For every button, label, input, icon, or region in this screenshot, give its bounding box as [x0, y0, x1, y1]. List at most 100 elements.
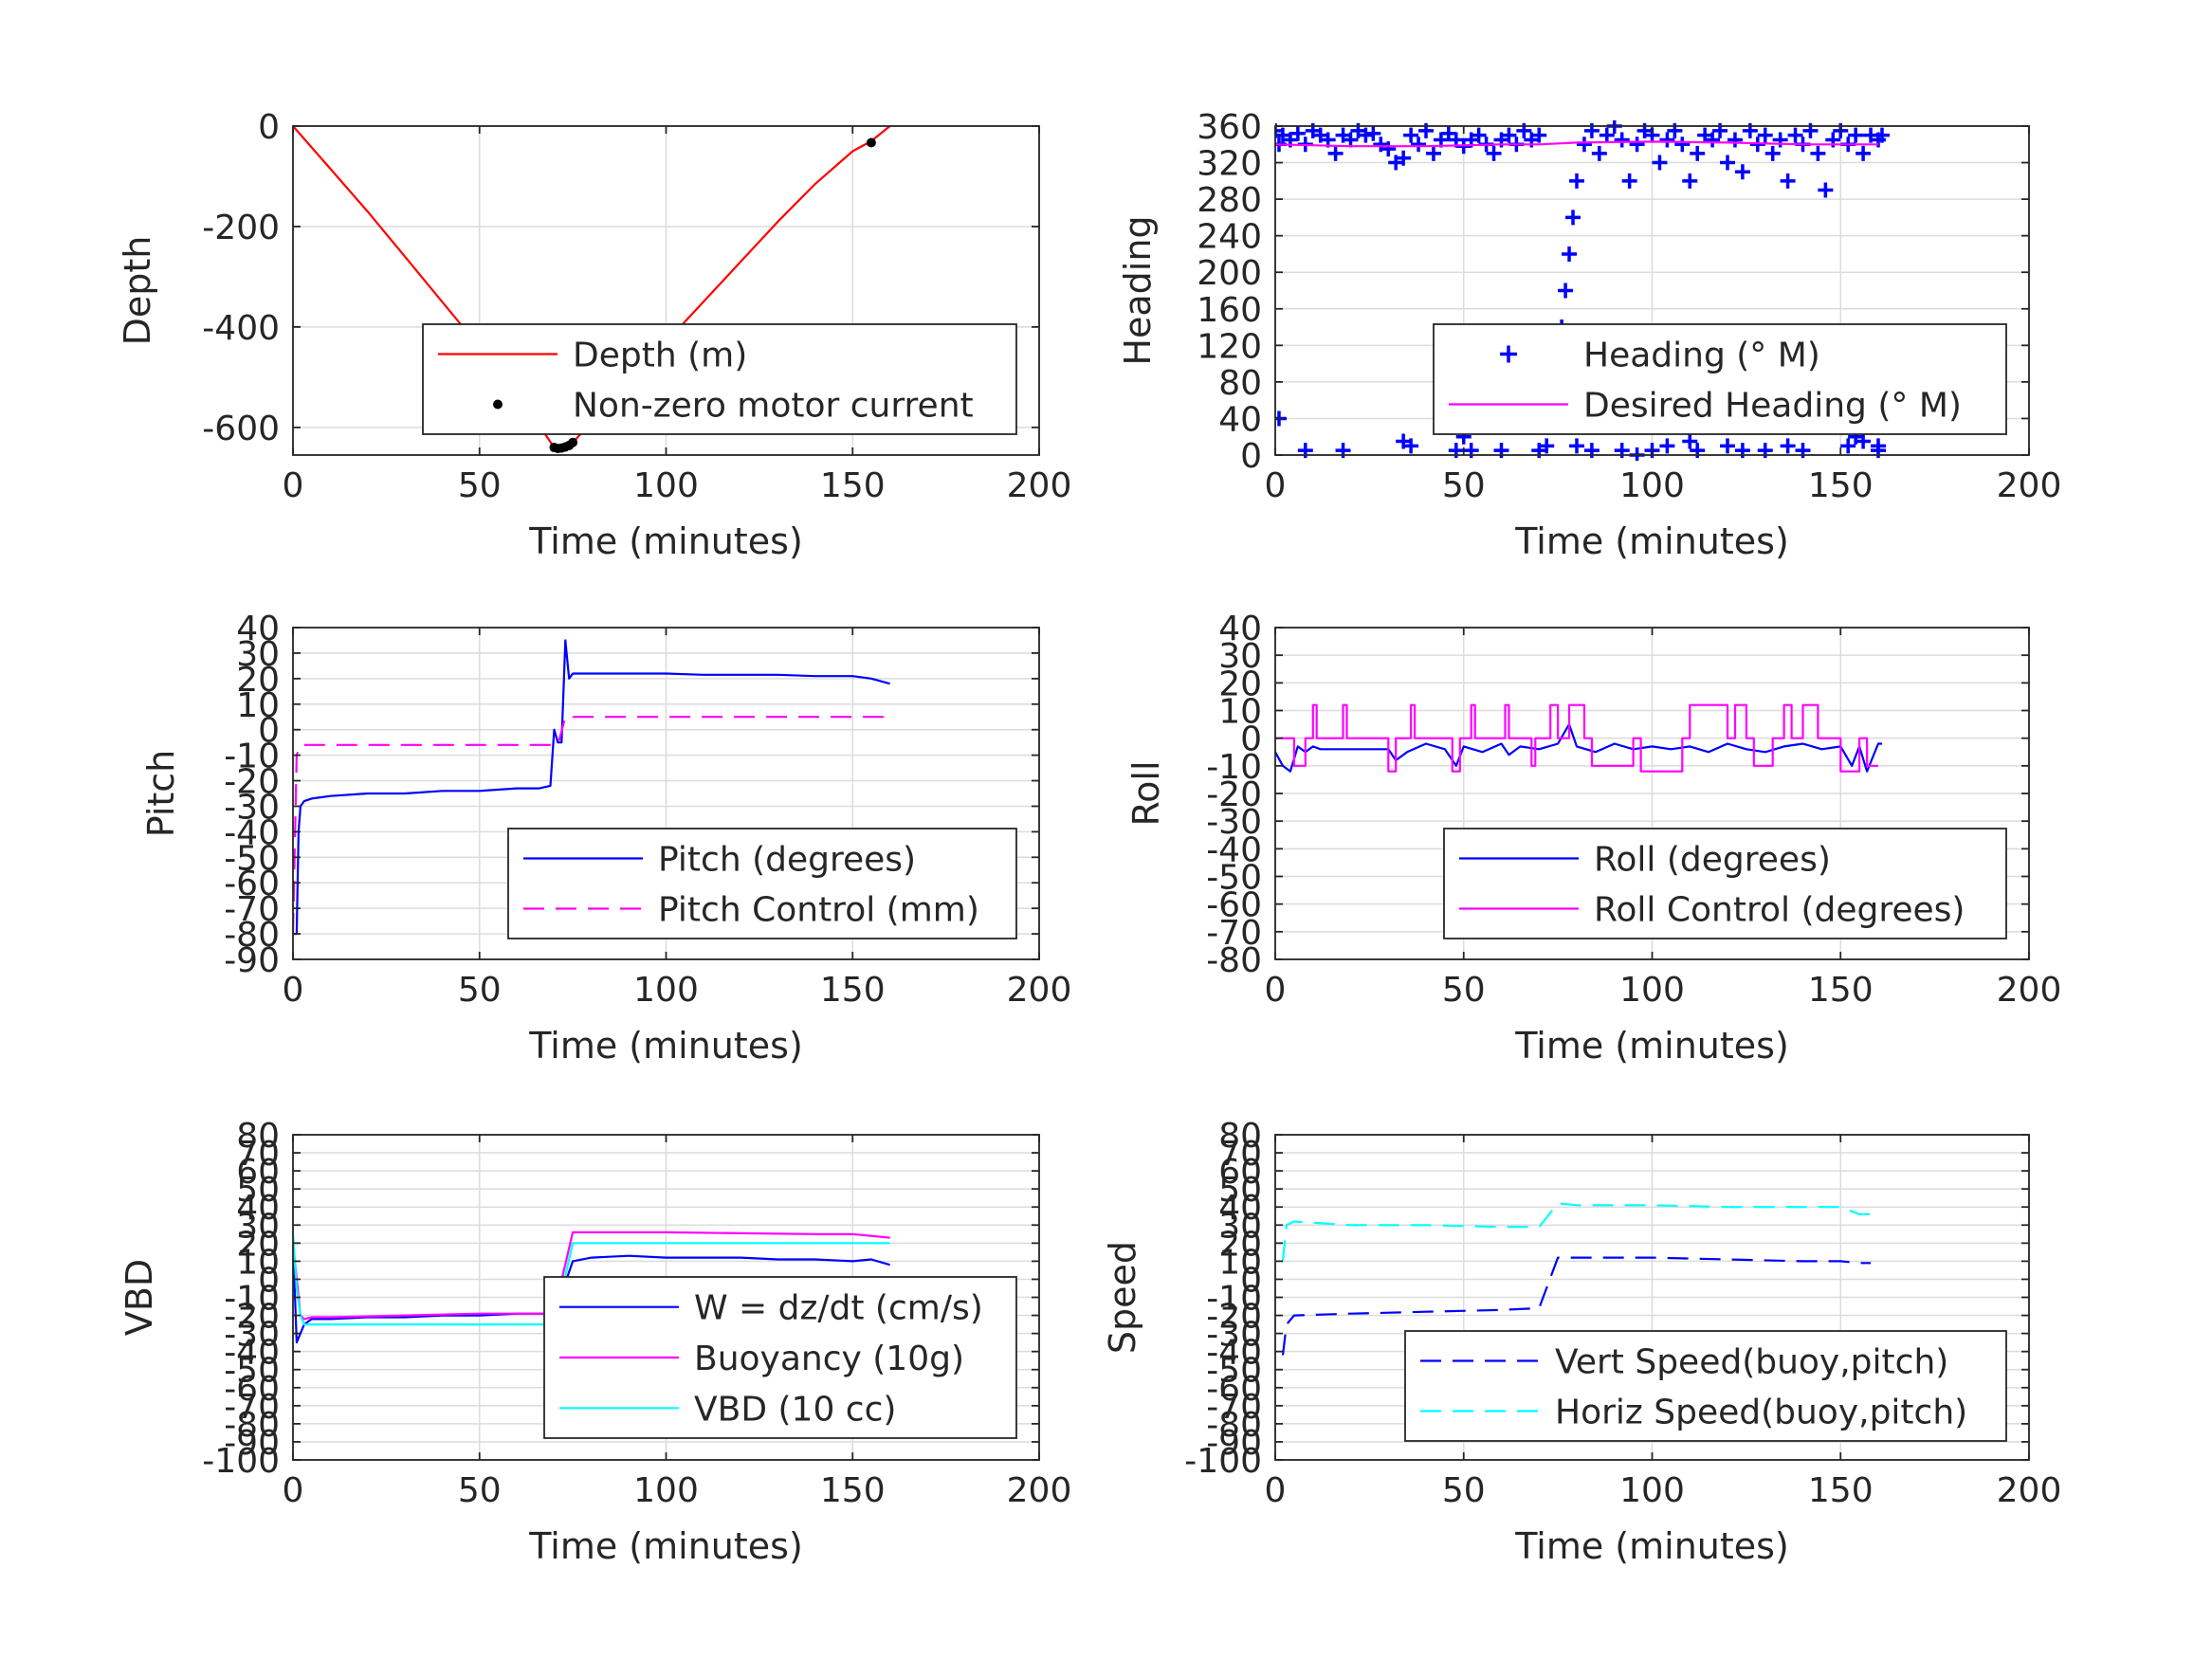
legend-box [1433, 323, 2007, 435]
y-axis-label: Speed [1102, 1241, 1143, 1354]
y-tick-label: 80 [1218, 1117, 1262, 1156]
x-tick-label: 0 [1265, 466, 1287, 505]
y-tick-label: -60 [224, 865, 280, 903]
legend-label: Horiz Speed(buoy,pitch) [1555, 1394, 1967, 1432]
data-point [1343, 132, 1359, 148]
data-point [1727, 132, 1743, 148]
x-axis-label: Time (minutes) [1514, 520, 1789, 562]
y-tick-label: -40 [1206, 1334, 1262, 1373]
y-tick-label: -40 [224, 1334, 280, 1373]
y-tick-label: 40 [1218, 400, 1262, 439]
legend: Heading (° M) Desired Heading (° M) [1433, 323, 2007, 435]
x-tick-label: 50 [1442, 466, 1486, 505]
y-tick-label: -200 [202, 209, 280, 247]
x-axis-label: Time (minutes) [1514, 1025, 1789, 1066]
x-tick-label: 100 [633, 971, 699, 1010]
y-tick-label: 80 [1218, 364, 1262, 403]
y-tick-label: 320 [1197, 145, 1262, 184]
legend-label: Desired Heading (° M) [1583, 387, 1962, 426]
y-axis-label: VBD [119, 1259, 160, 1336]
legend-label: Roll (degrees) [1594, 841, 1831, 880]
y-axis-label: Depth [117, 236, 158, 346]
data-point [866, 137, 876, 148]
data-point [1780, 173, 1796, 189]
x-axis-label: Time (minutes) [1514, 1525, 1789, 1567]
y-tick-label: 20 [236, 661, 280, 700]
y-tick-label: -10 [224, 738, 280, 776]
data-point [1874, 127, 1890, 143]
legend-box [1443, 828, 2007, 939]
data-point [1757, 127, 1773, 143]
series-line [1281, 1256, 1872, 1356]
data-point [1856, 433, 1872, 449]
data-point [1818, 182, 1834, 198]
data-point [1621, 173, 1637, 189]
y-tick-label: -50 [1206, 859, 1262, 898]
data-point [1380, 141, 1397, 157]
data-point [1425, 145, 1441, 161]
y-tick-label: -90 [1206, 1424, 1262, 1463]
y-tick-label: -50 [1206, 1352, 1262, 1391]
data-point [1358, 127, 1374, 143]
chart-speed: 0 50 100 150 20080706050403020100-10-20-30-4… [1102, 1117, 2061, 1567]
y-tick-label: 20 [1218, 665, 1262, 703]
data-point [1569, 173, 1584, 189]
y-tick-label: -400 [202, 309, 280, 348]
y-tick-label: -50 [224, 1352, 280, 1391]
y-tick-label: -30 [224, 1316, 280, 1355]
y-tick-label: 60 [236, 1153, 280, 1192]
data-point [1562, 246, 1578, 262]
legend-label: Vert Speed(buoy,pitch) [1555, 1343, 1948, 1382]
legend-label: W = dz/dt (cm/s) [694, 1289, 983, 1328]
y-tick-label: -20 [224, 763, 280, 802]
y-tick-label: -90 [224, 1424, 280, 1463]
x-tick-label: 50 [458, 1471, 502, 1510]
data-point [1705, 132, 1721, 148]
data-point [1720, 155, 1735, 171]
y-tick-label: 0 [258, 1261, 280, 1300]
data-point [1682, 173, 1698, 189]
data-point [1275, 122, 1283, 138]
y-tick-label: -30 [1206, 803, 1262, 842]
x-tick-label: 150 [1808, 466, 1874, 505]
y-tick-label: 30 [236, 1207, 280, 1246]
data-point [1848, 127, 1864, 143]
x-tick-label: 150 [820, 971, 886, 1010]
x-axis-label: Time (minutes) [528, 1525, 803, 1567]
y-axis-label: Roll [1125, 760, 1167, 826]
x-axis-label: Time (minutes) [528, 520, 803, 562]
legend-box [1404, 1330, 2007, 1442]
data-point [568, 437, 578, 447]
y-tick-label: 160 [1197, 291, 1262, 330]
series-roll-1 [1275, 703, 1878, 773]
series-line [293, 639, 890, 936]
x-tick-label: 0 [1265, 1471, 1287, 1510]
series-speed-1 [1281, 1202, 1872, 1262]
y-tick-label: 50 [236, 1171, 280, 1210]
series-pitch-0 [293, 639, 890, 936]
y-tick-label: 0 [258, 108, 280, 147]
data-point [1780, 438, 1796, 454]
legend: W = dz/dt (cm/s) Buoyancy (10g) VBD (10 cc… [543, 1276, 1017, 1439]
legend: Pitch (degrees) Pitch Control (mm) [507, 828, 1017, 939]
legend-label: Heading (° M) [1583, 337, 1820, 375]
y-tick-label: 30 [1218, 637, 1262, 676]
x-tick-label: 150 [1808, 1471, 1874, 1510]
legend-label: Non-zero motor current [573, 387, 974, 426]
data-point [1652, 155, 1668, 171]
series-line [1275, 703, 1878, 773]
legend-label: VBD (10 cc) [694, 1390, 896, 1429]
x-tick-label: 200 [1007, 1471, 1072, 1510]
y-tick-label: -20 [224, 1298, 280, 1337]
chart-depth: 0 50 100 150 200 0 -200 -400 -600 Time (minutes) D… [117, 108, 1071, 562]
data-point [1682, 433, 1698, 449]
y-tick-label: 0 [1240, 1261, 1262, 1300]
series-line [1275, 722, 1882, 773]
data-point [1591, 145, 1607, 161]
x-tick-label: 50 [458, 466, 502, 505]
chart-vbd: 0 50 100 150 20080706050403020100-10-20-30-4… [119, 1117, 1071, 1567]
x-tick-label: 50 [1442, 971, 1486, 1010]
data-point [1565, 210, 1581, 226]
data-point [1720, 438, 1735, 454]
